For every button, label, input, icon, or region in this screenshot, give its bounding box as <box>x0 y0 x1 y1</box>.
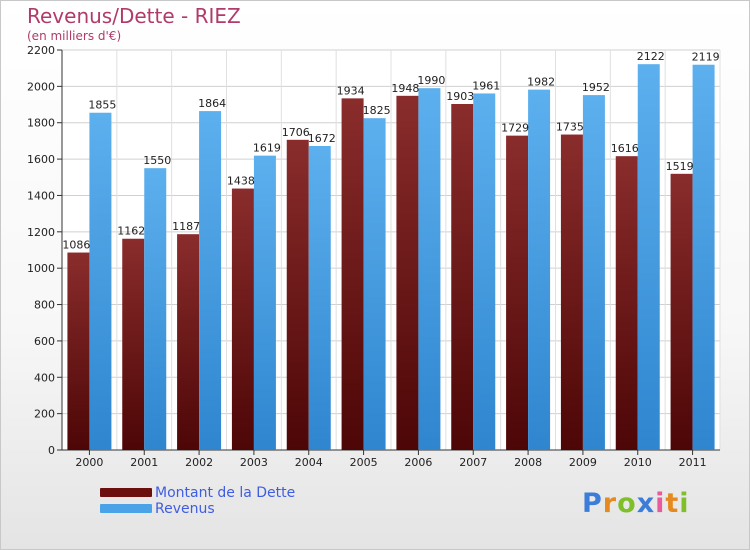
bar-dette-2000 <box>67 252 90 450</box>
bar-dette-2011 <box>670 173 693 450</box>
data-label-revenus-2011: 2119 <box>692 51 720 64</box>
legend-swatch-revenus <box>100 504 152 513</box>
y-tick-label: 1200 <box>27 226 55 239</box>
y-tick-label: 400 <box>34 371 55 384</box>
data-label-revenus-2005: 1825 <box>363 104 391 117</box>
bar-revenus-2009 <box>582 95 605 450</box>
data-label-dette-2001: 1162 <box>117 225 145 238</box>
bar-revenus-2004 <box>308 146 331 450</box>
data-label-revenus-2001: 1550 <box>143 154 171 167</box>
y-tick-label: 1800 <box>27 117 55 130</box>
data-label-revenus-2000: 1855 <box>88 99 116 112</box>
data-label-dette-2009: 1735 <box>556 121 584 134</box>
data-labels: 1086 1855 1162 1550 1187 1864 1438 161917061672… <box>62 50 719 251</box>
logo-letter: o <box>617 488 637 519</box>
axes: 0 200 400 600 800 1000 1200 1400 1600 1800 2000 220… <box>27 44 720 469</box>
bar-dette-2002 <box>177 234 200 450</box>
bar-revenus-2005 <box>363 118 386 450</box>
bar-revenus-2011 <box>692 64 715 451</box>
bar-dette-2007 <box>451 104 474 450</box>
x-tick-label: 2005 <box>350 456 378 469</box>
y-tick-label: 0 <box>48 444 55 457</box>
data-label-dette-2006: 1948 <box>391 82 419 95</box>
data-label-revenus-2006: 1990 <box>417 74 445 87</box>
x-tick-label: 2001 <box>130 456 158 469</box>
data-label-dette-2004: 1706 <box>282 126 310 139</box>
chart-subtitle: (en milliers d'€) <box>27 29 122 43</box>
bar-revenus-2001 <box>144 168 167 450</box>
data-label-dette-2005: 1934 <box>337 84 365 97</box>
x-tick-label: 2011 <box>679 456 707 469</box>
bar-dette-2006 <box>396 95 419 451</box>
logo-letter: r <box>602 488 618 519</box>
legend-label-revenus: Revenus <box>155 501 215 517</box>
logo-letter: i <box>655 488 666 519</box>
data-label-revenus-2002: 1864 <box>198 97 226 110</box>
y-tick-label: 1400 <box>27 189 55 202</box>
bar-dette-2010 <box>615 156 638 450</box>
data-label-revenus-2007: 1961 <box>472 79 500 92</box>
bar-dette-2009 <box>560 134 583 450</box>
x-tick-label: 2010 <box>624 456 652 469</box>
x-tick-label: 2008 <box>514 456 542 469</box>
data-label-dette-2008: 1729 <box>501 122 529 135</box>
y-tick-label: 1000 <box>27 262 55 275</box>
data-label-dette-2011: 1519 <box>666 160 694 173</box>
proxiti-logo: Proxiti <box>582 488 690 519</box>
bar-revenus-2002 <box>199 111 222 450</box>
y-tick-label: 2000 <box>27 80 55 93</box>
bar-dette-2004 <box>286 139 309 450</box>
bar-dette-2003 <box>231 188 254 450</box>
data-label-dette-2000: 1086 <box>62 239 90 252</box>
y-tick-label: 200 <box>34 408 55 421</box>
logo-letter: x <box>636 488 656 519</box>
logo-letter: i <box>679 488 690 519</box>
legend-swatch-dette <box>100 488 152 497</box>
y-tick-label: 1600 <box>27 153 55 166</box>
y-tick-label: 600 <box>34 335 55 348</box>
x-tick-label: 2002 <box>185 456 213 469</box>
bars <box>67 64 715 451</box>
bar-dette-2008 <box>506 135 529 451</box>
x-tick-label: 2009 <box>569 456 597 469</box>
bar-revenus-2010 <box>637 64 660 450</box>
bar-revenus-2007 <box>473 93 496 451</box>
data-label-dette-2010: 1616 <box>611 142 639 155</box>
data-label-revenus-2003: 1619 <box>253 142 281 155</box>
y-tick-label: 2200 <box>27 44 55 57</box>
data-label-dette-2002: 1187 <box>172 220 200 233</box>
x-tick-label: 2004 <box>295 456 323 469</box>
x-tick-label: 2006 <box>404 456 432 469</box>
data-label-revenus-2010: 2122 <box>637 50 665 63</box>
y-tick-label: 800 <box>34 299 55 312</box>
data-label-revenus-2004: 1672 <box>308 132 336 145</box>
chart-title: Revenus/Dette - RIEZ <box>27 4 241 28</box>
data-label-revenus-2009: 1952 <box>582 81 610 94</box>
logo-letter: P <box>582 488 603 519</box>
x-tick-label: 2003 <box>240 456 268 469</box>
data-label-revenus-2008: 1982 <box>527 76 555 89</box>
data-label-dette-2007: 1903 <box>446 90 474 103</box>
bar-revenus-2006 <box>418 88 441 450</box>
bar-revenus-2000 <box>89 112 112 451</box>
legend-label-dette: Montant de la Dette <box>155 485 296 501</box>
bar-revenus-2008 <box>528 89 551 451</box>
bar-dette-2001 <box>122 238 145 450</box>
bar-revenus-2003 <box>253 155 276 451</box>
x-tick-label: 2000 <box>75 456 103 469</box>
bar-dette-2005 <box>341 98 364 450</box>
data-label-dette-2003: 1438 <box>227 175 255 188</box>
logo-letter: t <box>665 488 680 519</box>
x-tick-label: 2007 <box>459 456 487 469</box>
